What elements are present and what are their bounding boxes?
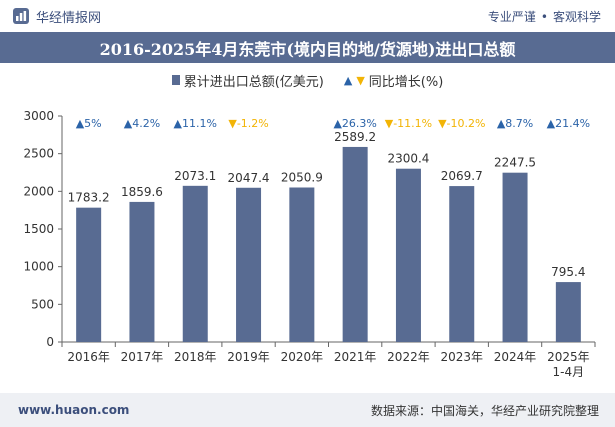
x-tick-label: 2023年	[440, 350, 483, 364]
growth-label: ▲11.1%	[174, 117, 217, 130]
bar-value-label: 2073.1	[174, 169, 216, 183]
y-tick-label: 1500	[23, 222, 54, 236]
bar	[182, 185, 208, 342]
bar	[342, 146, 368, 342]
legend-item-bars[interactable]: 累计进出口总额(亿美元)	[171, 71, 324, 90]
legend-item-growth[interactable]: ▲ ▼ 同比增长(%)	[344, 71, 443, 90]
x-tick-label: 2025年	[547, 350, 590, 364]
header-tags: 专业严谨 • 客观科学	[488, 8, 601, 25]
x-tick-label: 2019年	[227, 350, 270, 364]
footer-source: 数据来源：中国海关，华经产业研究院整理	[370, 403, 599, 418]
y-tick-label: 3000	[23, 109, 54, 123]
bar-value-label: 1783.2	[68, 191, 110, 205]
x-tick-label: 2017年	[121, 350, 164, 364]
x-tick-label: 2021年	[334, 350, 377, 364]
bar	[129, 201, 155, 342]
growth-label: ▼-10.2%	[438, 117, 485, 130]
bar	[395, 168, 421, 342]
bar	[449, 186, 475, 342]
chart-legend: 累计进出口总额(亿美元) ▲ ▼ 同比增长(%)	[0, 68, 615, 92]
x-tick-label: 2016年	[67, 350, 110, 364]
growth-label: ▲8.7%	[497, 117, 533, 130]
bar	[236, 187, 262, 342]
bar-value-label: 2247.5	[494, 156, 536, 170]
tag-professional: 专业严谨	[487, 9, 536, 24]
bar-value-label: 795.4	[551, 265, 585, 279]
growth-label: ▲4.2%	[124, 117, 160, 130]
y-tick-label: 1000	[23, 260, 54, 274]
bar-value-label: 2589.2	[334, 130, 376, 144]
y-tick-label: 500	[31, 297, 54, 311]
y-tick-label: 2500	[23, 147, 54, 161]
chart-title-bar: 2016-2025年4月东莞市(境内目的地/货源地)进出口总额	[0, 32, 615, 63]
growth-label: ▼-11.1%	[385, 117, 432, 130]
brand-name: 华经情报网	[36, 10, 102, 26]
triangle-down-icon: ▼	[356, 73, 365, 87]
bar-value-label: 1859.6	[121, 185, 163, 199]
bar-value-label: 2300.4	[387, 152, 429, 166]
chart-title: 2016-2025年4月东莞市(境内目的地/货源地)进出口总额	[99, 39, 516, 59]
bar-value-label: 2050.9	[281, 170, 323, 184]
footer: www.huaon.com 数据来源：中国海关，华经产业研究院整理	[0, 393, 615, 427]
bar	[555, 282, 581, 342]
bar-value-label: 2069.7	[441, 169, 483, 183]
bar	[502, 172, 528, 342]
bar	[289, 187, 315, 342]
bar	[76, 207, 102, 342]
triangle-up-icon: ▲	[343, 73, 353, 87]
footer-website[interactable]: www.huaon.com	[18, 403, 130, 417]
x-tick-label: 1-4月	[553, 365, 585, 379]
y-tick-label: 2000	[23, 184, 54, 198]
growth-label: ▲21.4%	[547, 117, 590, 130]
top-bar: 华经情报网 专业严谨 • 客观科学	[0, 0, 615, 32]
x-tick-label: 2022年	[387, 350, 430, 364]
growth-label: ▼-1.2%	[228, 117, 268, 130]
dot-separator: •	[540, 9, 548, 24]
bar-chart: 0 500 1000 1500 2000 2500 3000 1783.2 2016年 ▲5% 18…	[23, 109, 596, 379]
growth-label: ▲5%	[76, 117, 102, 130]
brand-logo-icon	[13, 8, 29, 24]
bar-value-label: 2047.4	[228, 171, 270, 185]
legend-bar-label: 累计进出口总额(亿美元)	[183, 74, 324, 90]
growth-label: ▲26.3%	[333, 117, 376, 130]
brand[interactable]: 华经情报网	[12, 7, 101, 26]
x-tick-label: 2018年	[174, 350, 217, 364]
x-tick-label: 2024年	[494, 350, 537, 364]
legend-growth-label: 同比增长(%)	[368, 74, 444, 90]
legend-bar-swatch	[171, 75, 180, 85]
x-tick-label: 2020年	[281, 350, 324, 364]
y-tick-label: 0	[46, 335, 54, 349]
tag-objective: 客观科学	[552, 9, 601, 24]
